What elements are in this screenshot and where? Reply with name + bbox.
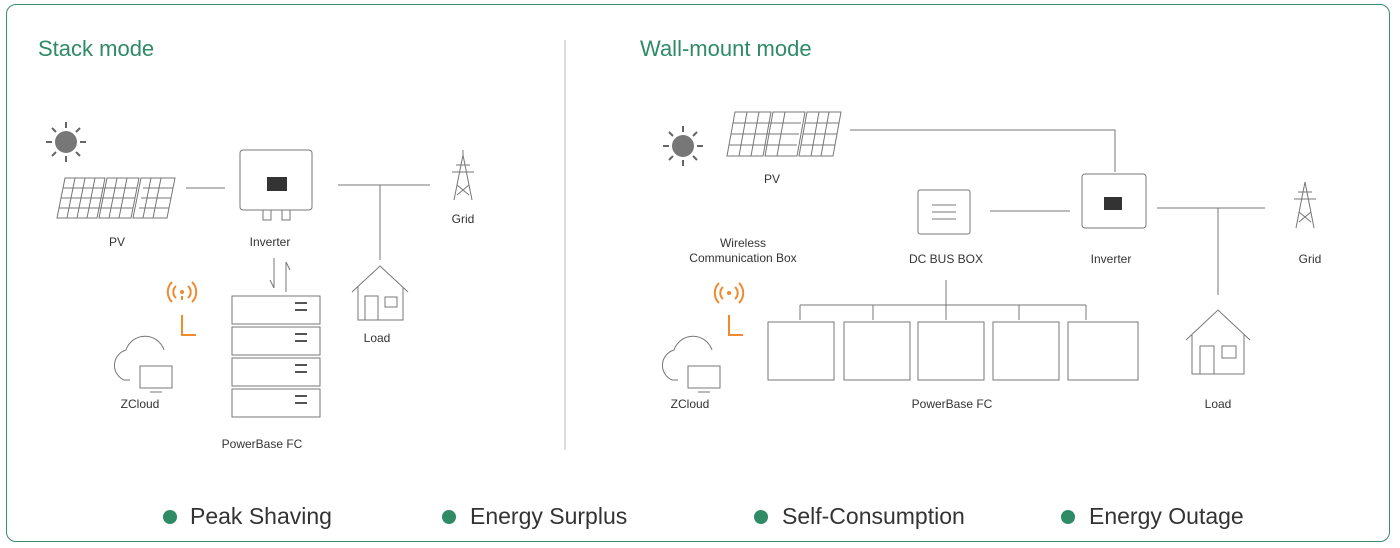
label: Wireless Communication Box bbox=[689, 236, 797, 265]
battery-row bbox=[767, 321, 1139, 381]
sun bbox=[663, 126, 703, 166]
grid-tower bbox=[1294, 181, 1316, 229]
label: Load bbox=[363, 331, 391, 345]
label: PV bbox=[763, 172, 781, 186]
label: DC BUS BOX bbox=[908, 252, 984, 266]
feature: Peak Shaving bbox=[190, 503, 332, 529]
wifi bbox=[713, 282, 745, 336]
wifi bbox=[166, 281, 198, 336]
cloud bbox=[114, 335, 173, 393]
battery-bus bbox=[799, 280, 1087, 320]
inverter bbox=[239, 149, 313, 221]
label: Inverter bbox=[1090, 252, 1132, 266]
connector bbox=[338, 184, 430, 260]
connector bbox=[1157, 207, 1265, 295]
label: Load bbox=[1204, 397, 1232, 411]
feature: Energy Surplus bbox=[470, 503, 628, 529]
label: ZCloud bbox=[670, 397, 710, 411]
label: Grid bbox=[1298, 252, 1322, 266]
panel-title: Stack mode bbox=[38, 36, 155, 61]
label: PV bbox=[108, 235, 126, 249]
inverter bbox=[1081, 173, 1147, 229]
bullets bbox=[163, 510, 1075, 524]
label: Inverter bbox=[249, 235, 291, 249]
label: PowerBase FC bbox=[911, 397, 993, 411]
grid-tower bbox=[452, 150, 474, 201]
feature: Self-Consumption bbox=[782, 503, 965, 529]
label: ZCloud bbox=[120, 397, 160, 411]
cloud bbox=[662, 335, 721, 393]
solar-panels bbox=[56, 177, 176, 219]
house bbox=[351, 265, 409, 321]
house bbox=[1185, 309, 1251, 375]
battery-stack bbox=[231, 295, 321, 418]
connector bbox=[850, 129, 1116, 172]
label: Grid bbox=[451, 212, 475, 226]
label: PowerBase FC bbox=[221, 437, 303, 451]
arrows bbox=[269, 258, 291, 292]
dc-bus-box bbox=[917, 189, 971, 235]
feature: Energy Outage bbox=[1089, 503, 1244, 529]
solar-panels bbox=[726, 111, 842, 157]
panel-title: Wall-mount mode bbox=[640, 36, 812, 61]
sun bbox=[46, 122, 86, 162]
frame bbox=[6, 4, 1390, 542]
